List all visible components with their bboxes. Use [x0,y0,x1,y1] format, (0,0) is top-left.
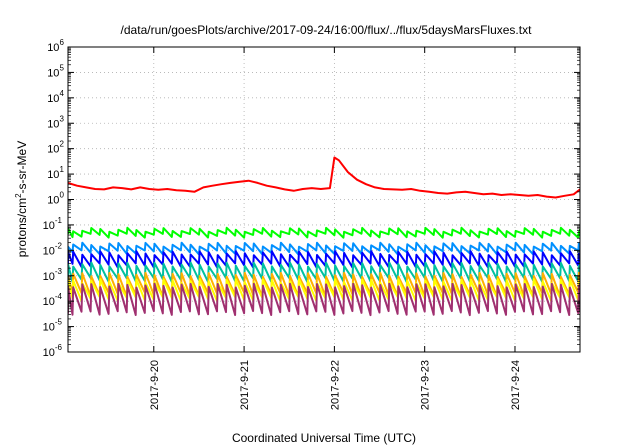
y-tick-label: 10-4 [43,292,63,308]
y-tick-exponent: 3 [59,114,64,123]
y-axis-label-superscript: 2 [14,193,23,198]
y-tick-base: 10 [47,67,59,79]
y-tick-base: 10 [43,347,55,359]
chart-title: /data/run/goesPlots/archive/2017-09-24/1… [121,23,533,37]
y-tick-label: 10-6 [43,343,63,359]
y-tick-exponent: 2 [59,140,64,149]
y-tick-label: 10-1 [43,216,63,232]
y-tick-exponent: -3 [55,267,63,276]
y-tick-base: 10 [47,144,59,156]
series-line-5 [68,261,580,283]
y-tick-exponent: 1 [59,165,64,174]
x-tick-label: 2017-9-24 [510,360,522,410]
y-tick-base: 10 [47,42,59,54]
y-tick-exponent: -6 [55,343,63,352]
x-tick-label: 2017-9-20 [149,360,161,410]
y-axis-label: protons/cm2-s-sr-MeV [14,141,29,257]
y-tick-label: 102 [47,140,64,156]
x-tick-label: 2017-9-22 [329,360,341,410]
y-tick-base: 10 [43,271,55,283]
y-tick-label: 100 [47,191,64,207]
y-tick-base: 10 [43,296,55,308]
y-tick-base: 10 [43,220,55,232]
y-tick-base: 10 [47,169,59,181]
series-line-4 [68,250,580,269]
x-ticks: 2017-9-20 2017-9-21 2017-9-22 2017-9-23 2017… [149,47,522,410]
x-axis-label: Coordinated Universal Time (UTC) [232,431,416,445]
y-tick-exponent: -5 [55,318,63,327]
y-tick-base: 10 [47,118,59,130]
y-tick-label: 101 [47,165,64,181]
series-group [68,156,580,317]
y-tick-label: 105 [47,63,64,79]
y-tick-exponent: 0 [59,191,64,200]
y-tick-exponent: 4 [59,89,64,98]
y-tick-label: 103 [47,114,64,130]
y-axis-label-part1: protons/cm [15,198,29,257]
y-tick-base: 10 [47,195,59,207]
y-tick-exponent: 5 [59,63,64,72]
y-tick-exponent: -1 [55,216,63,225]
y-tick-exponent: -2 [55,241,63,250]
y-tick-label: 10-3 [43,267,63,283]
y-tick-base: 10 [43,322,55,334]
series-line-3 [68,241,580,256]
series-line-1 [68,156,580,199]
y-tick-label: 104 [47,89,64,105]
y-tick-label: 10-2 [43,241,63,257]
y-tick-exponent: -4 [55,292,63,301]
y-tick-base: 10 [47,93,59,105]
x-tick-label: 2017-9-21 [239,360,251,410]
y-tick-exponent: 6 [59,38,64,47]
y-tick-label: 106 [47,38,64,54]
y-ticks: 10-610-510-410-310-210-11001011021031041… [43,38,580,359]
x-tick-label: 2017-9-23 [420,360,432,410]
y-tick-base: 10 [43,245,55,257]
series-line-2 [68,226,580,239]
series-line-8 [68,282,580,317]
y-axis-label-part2: -s-sr-MeV [15,141,29,194]
y-tick-label: 10-5 [43,318,63,334]
